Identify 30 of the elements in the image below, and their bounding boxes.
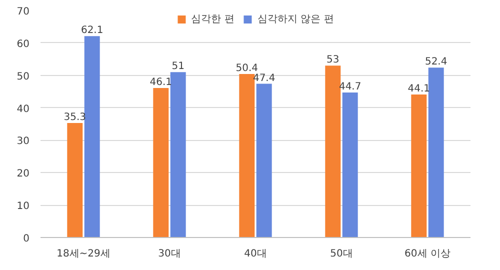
bar	[67, 123, 83, 238]
x-tick-label: 60세 이상	[404, 248, 450, 260]
data-label: 50.4	[236, 63, 258, 74]
bar	[411, 94, 427, 238]
y-tick-label: 0	[23, 234, 30, 244]
x-tick-label: 30대	[158, 248, 181, 260]
data-label: 53	[326, 54, 340, 66]
bar	[342, 92, 358, 238]
legend-label: 심각한 편	[191, 13, 234, 26]
y-tick-label: 40	[16, 104, 30, 115]
y-tick-label: 20	[16, 168, 30, 180]
bar	[84, 36, 100, 238]
bar	[256, 84, 272, 238]
y-tick-label: 10	[16, 201, 30, 212]
x-tick-label: 40대	[244, 248, 267, 260]
bar	[153, 88, 169, 238]
y-tick-label: 70	[16, 6, 30, 18]
y-tick-label: 30	[16, 136, 30, 148]
data-label: 52.4	[424, 56, 448, 68]
y-tick-label: 50	[16, 71, 30, 82]
data-label: 51	[172, 61, 184, 72]
data-label: 62.1	[80, 25, 104, 36]
bar	[325, 66, 341, 238]
x-tick-label: 18세~29세	[56, 248, 110, 260]
legend-label: 심각하지 않은 편	[257, 13, 334, 26]
bar	[239, 74, 255, 238]
bar	[428, 68, 444, 238]
y-tick-label: 60	[16, 38, 30, 50]
x-tick-label: 50대	[330, 248, 353, 260]
bar	[170, 72, 186, 238]
